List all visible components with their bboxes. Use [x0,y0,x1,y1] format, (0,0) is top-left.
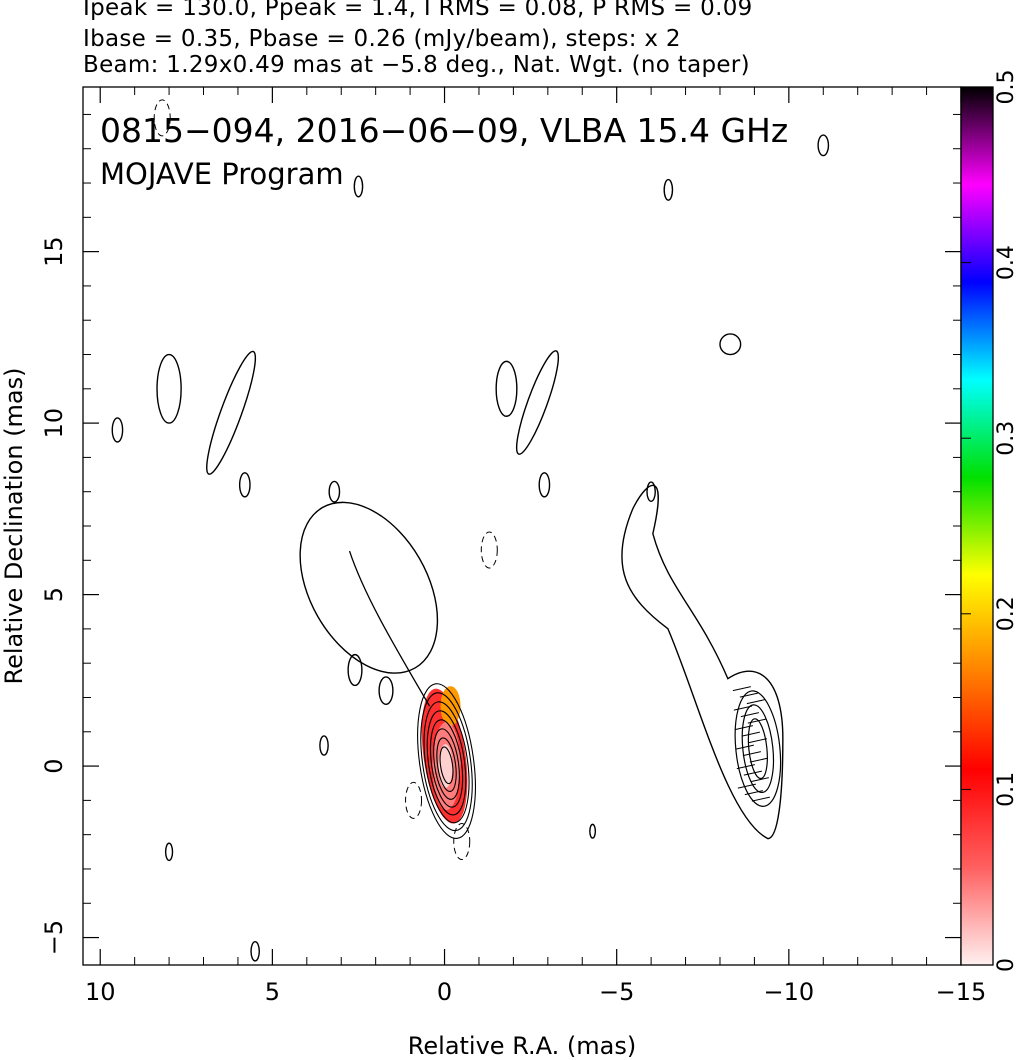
polarization-vector [747,718,766,724]
colorbar-tick-label: 0 [994,958,1019,972]
polarization-vector [748,738,767,744]
contour [250,940,260,962]
colorbar-tick-label: 0.1 [994,772,1019,807]
x-tick-label: −15 [936,978,987,1006]
plot-area [111,99,830,962]
core-contour [436,737,457,792]
core-contour [429,719,464,808]
core-contour [433,728,460,800]
colorbar-tick-label: 0.4 [994,245,1019,280]
polarization-vector [749,757,768,763]
y-tick-label: 5 [40,587,68,602]
plot-frame [82,86,962,966]
header-line-3: Beam: 1.29x0.49 mas at −5.8 deg., Nat. W… [83,52,750,78]
y-axis-label: Relative Declination (mas) [0,367,28,684]
chart-subtitle: MOJAVE Program [100,157,344,191]
contour [589,823,597,839]
polarization-vector [739,692,758,698]
contour [378,676,394,706]
contour [538,472,551,498]
y-tick-label: 10 [40,408,68,439]
contour [347,653,363,687]
core-contour [423,701,470,824]
contour [817,134,830,157]
x-axis-label: Relative R.A. (mas) [408,1032,636,1060]
contour [353,175,364,198]
polarization-vector [746,699,765,705]
x-tick-label: 10 [85,978,116,1006]
axis-ticks: 10 5 0 −5 −10 −15 −5 0 5 10 15 [40,87,986,1006]
polarization-vector [735,744,754,750]
contour [646,481,656,503]
header-line-1: Ipeak = 130.0, Ppeak = 1.4, I RMS = 0.08… [83,0,753,21]
jet-contour [348,550,431,707]
negative-contour [453,823,471,861]
contour [515,350,560,455]
negative-contour [480,531,498,569]
contour [206,350,257,475]
chart-title: 0815−094, 2016−06−09, VLBA 15.4 GHz [100,111,788,150]
polarization-vector [741,731,760,737]
polarization-vector [750,777,769,783]
right-outer-contour [621,484,784,840]
polarization-vector [743,770,762,776]
contour [299,501,439,674]
contour [495,360,518,417]
contour [663,178,674,201]
polarization-vector [740,712,759,718]
polarization-vector [732,686,751,692]
x-tick-label: 0 [437,978,452,1006]
right-contour [747,718,768,780]
polarization-color-peak [438,744,453,789]
colorbar-tick-label: 0.2 [994,596,1019,631]
polarization-vector [751,796,770,802]
core-contour [439,746,454,785]
contour [328,480,341,503]
y-tick-label: −5 [40,920,68,955]
y-tick-label: 15 [40,236,68,267]
contour [111,417,124,443]
core-contour [417,683,476,839]
contour [319,735,329,756]
colorbar-tick-label: 0.5 [994,70,1019,105]
colorbar-tick-label: 0.3 [994,421,1019,456]
contour [164,842,174,862]
header-line-2: Ibase = 0.35, Pbase = 0.26 (mJy/beam), s… [83,26,681,52]
polarization-vector [736,764,755,770]
negative-contour [405,781,423,819]
core-contour [426,710,467,816]
polarization-vector [742,751,761,757]
x-tick-label: 5 [265,978,280,1006]
core-contour [420,692,473,832]
x-tick-label: −10 [764,978,815,1006]
polarization-vector [744,790,763,796]
right-contour [741,704,775,794]
contour [238,472,251,498]
polarization-vector [737,783,756,789]
negative-contour [153,99,171,137]
colorbar: 0 0.1 0.2 0.3 0.4 0.5 [960,70,1019,972]
polarization-vector [734,725,753,731]
y-tick-label: 0 [40,758,68,773]
contour [719,333,742,356]
x-tick-label: −5 [599,978,634,1006]
right-contour [734,690,782,807]
polarization-vector [733,705,752,711]
contour [156,353,182,424]
colorbar-gradient [960,86,994,966]
